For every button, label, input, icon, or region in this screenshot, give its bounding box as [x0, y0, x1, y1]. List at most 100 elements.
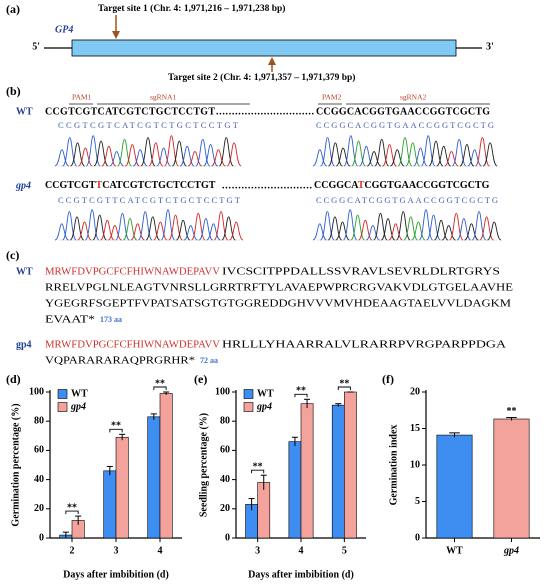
- y-tick-label: 80: [220, 415, 230, 426]
- significance-label: **: [155, 378, 165, 389]
- target-site-label: Target site 1 (Chr. 4: 1,971,216 – 1,971…: [98, 3, 285, 14]
- chromatogram-peak: [374, 138, 390, 167]
- chromatogram-peak: [140, 137, 156, 167]
- chromatogram-peak: [137, 211, 153, 241]
- insertion: T: [358, 180, 365, 191]
- significance-bracket: [65, 510, 79, 515]
- chromatogram-peak: [451, 138, 467, 167]
- legend-label: WT: [257, 388, 274, 399]
- x-tick-label: 3: [255, 545, 260, 556]
- chromatogram-peak: [77, 221, 92, 241]
- trace-bases: CCGGCACGGTGAACCGGTCGCTG: [316, 120, 494, 130]
- arrow-head: [112, 31, 120, 39]
- chromatogram-peak: [115, 212, 130, 241]
- chromatogram-peak: [85, 135, 101, 167]
- chromatogram-peak: [109, 151, 124, 167]
- panel-label: (f): [382, 372, 394, 386]
- y-axis-label: Seedling percentage (%): [198, 413, 209, 517]
- chromatogram-peak: [78, 147, 93, 167]
- chromatogram-peak: [471, 211, 487, 241]
- chromatogram-peak: [388, 223, 403, 241]
- chromatogram-peak: [390, 149, 405, 167]
- panel-label: (c): [6, 248, 19, 262]
- five-prime: 5': [32, 41, 40, 52]
- conserved-peptide: MRWFDVPGCFCFHIWNAWDEPAVV: [45, 339, 221, 350]
- y-tick-label: 60: [220, 445, 230, 456]
- chromatogram-peak: [117, 138, 133, 167]
- y-tick-label: 60: [34, 445, 44, 456]
- chromatogram-peak: [213, 211, 229, 241]
- chromatogram-peak: [335, 147, 351, 167]
- chromatogram-peak: [62, 211, 77, 241]
- trace-bases: CCGTCGTTCATCGTCTGCTCCTGT: [58, 195, 241, 205]
- y-tick-label: 20: [220, 503, 230, 514]
- chromatogram-peak: [411, 221, 426, 241]
- protein-sequence: IVCSCITPPDALLSSVRAVLSEVRLDLRTGRYS: [222, 266, 500, 277]
- chromatogram-peak: [84, 209, 100, 241]
- sgrna-label: sgRNA1: [150, 93, 177, 102]
- y-tick-label: 40: [34, 474, 44, 485]
- chromatogram-peak: [191, 212, 206, 241]
- x-axis-label: Days after imbibition (d): [63, 569, 169, 580]
- chromatogram-peak: [365, 225, 380, 241]
- x-axis-label: Days after imbibition (d): [248, 569, 354, 580]
- dna-sequence: CCGTCGTTCATCGTCTGCTCCTGT: [45, 180, 216, 191]
- legend-swatch: [243, 389, 254, 399]
- chromatogram-peak: [54, 149, 70, 167]
- significance-bracket: [294, 393, 308, 398]
- chromatogram-peak: [206, 223, 221, 241]
- chromatogram-peak: [130, 223, 145, 241]
- chromatogram-peak: [397, 137, 413, 167]
- dna-sequence: CCGGCATCGGTGAACCGGTCGCTG: [314, 180, 490, 191]
- significance-label: **: [253, 462, 263, 473]
- y-tick-label: 0: [415, 532, 420, 543]
- chromatogram-peak: [312, 223, 327, 241]
- chromatogram-peak: [226, 142, 242, 167]
- legend-swatch: [57, 389, 68, 399]
- chromatogram-peak: [449, 212, 464, 241]
- protein-length: 72 aa: [200, 356, 218, 365]
- chromatogram-peak: [342, 209, 358, 241]
- chromatogram-peak: [464, 223, 479, 241]
- bar: [344, 391, 357, 539]
- x-tick-label: 3: [114, 545, 119, 556]
- gene-name: GP4: [55, 24, 73, 35]
- chromatogram-peak: [343, 135, 359, 167]
- dna-sequence: CCGTCGTCATCGTCTGCTCCTGT: [45, 106, 215, 117]
- arrow-head: [268, 57, 276, 65]
- bar: [300, 403, 314, 539]
- three-prime: 3': [486, 41, 494, 52]
- dna-sequence: CCGGCACGGTGAACCGGTCGCTG: [316, 106, 490, 117]
- genotype-label: gp4: [16, 339, 32, 350]
- panel-label: (d): [6, 372, 21, 386]
- chromatogram-peak: [160, 209, 176, 241]
- y-tick-label: 100: [215, 386, 230, 397]
- chromatogram-peak: [441, 225, 456, 241]
- exon: [71, 39, 457, 57]
- y-axis-label: Germination percentage (%): [10, 403, 21, 526]
- y-tick-label: 15: [410, 423, 420, 434]
- y-tick-label: 5: [415, 496, 420, 507]
- legend-label: WT: [71, 388, 88, 399]
- chromatogram-peak: [335, 221, 350, 241]
- x-tick-label: WT: [446, 545, 463, 556]
- bar: [257, 482, 271, 539]
- genotype-label: gp4: [15, 180, 31, 191]
- chromatogram-peak: [413, 147, 428, 167]
- conserved-peptide: MRWFDVPGCFCFHIWNAWDEPAVV: [45, 266, 221, 277]
- y-tick-label: 10: [410, 459, 420, 470]
- significance-label: **: [507, 406, 517, 417]
- protein-sequence: EVAAT*: [45, 314, 95, 325]
- y-tick-label: 0: [39, 532, 44, 543]
- significance-bracket: [337, 386, 351, 390]
- chromatogram-peak: [373, 212, 388, 241]
- x-tick-label: 4: [158, 545, 163, 556]
- protein-sequence: YGEGRFSGEPTFVPATSATSGTGTGGREDDGHVVVMVHDE…: [45, 298, 511, 309]
- legend-swatch: [57, 402, 68, 412]
- genotype-label: WT: [16, 106, 33, 117]
- chromatogram-peak: [54, 223, 69, 241]
- pam-label: PAM2: [322, 93, 342, 102]
- chromatogram-peak: [163, 135, 179, 167]
- dots: ...............................: [216, 106, 315, 117]
